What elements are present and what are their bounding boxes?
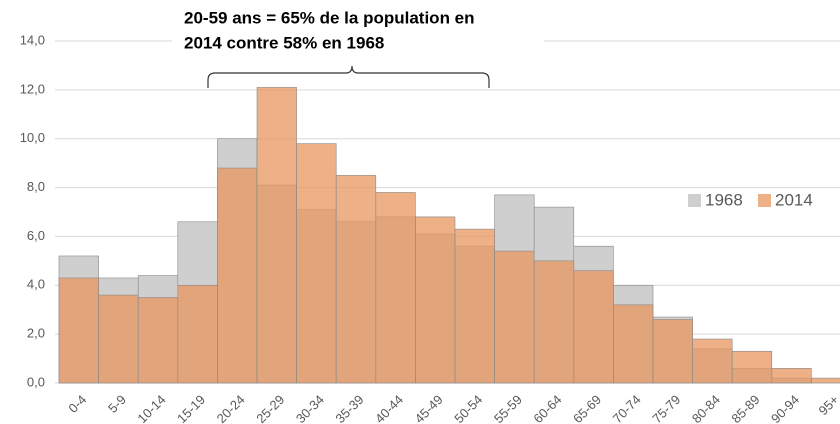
x-tick-label: 85-89: [728, 392, 762, 424]
bar: [811, 377, 840, 384]
bar: [256, 87, 297, 384]
x-tick-label: 0-4: [65, 392, 89, 416]
x-tick-label: 20-24: [214, 392, 248, 424]
y-tick-label: 8,0: [27, 179, 45, 194]
bar: [613, 304, 654, 384]
legend-label: 2014: [775, 190, 813, 209]
x-tick-label: 40-44: [372, 392, 406, 424]
bar: [98, 294, 139, 384]
bar: [652, 319, 693, 384]
y-tick-label: 14,0: [20, 32, 45, 47]
x-tick-label: 95+: [816, 392, 840, 418]
x-tick-label: 60-64: [530, 392, 564, 424]
y-tick-label: 0,0: [27, 374, 45, 389]
legend-swatch: [688, 194, 701, 207]
bar: [177, 284, 218, 384]
bar: [335, 175, 377, 384]
x-tick-label: 80-84: [689, 392, 723, 424]
x-tick-label: 90-94: [768, 392, 802, 424]
bar: [771, 368, 812, 384]
bar: [375, 192, 416, 384]
x-tick-label: 10-14: [134, 392, 168, 424]
y-tick-label: 10,0: [20, 130, 45, 145]
bar: [533, 260, 575, 384]
x-tick-label: 15-19: [174, 392, 208, 424]
x-tick-label: 25-29: [253, 392, 287, 424]
x-tick-label: 45-49: [412, 392, 446, 424]
x-tick-label: 70-74: [610, 392, 644, 424]
x-tick-label: 50-54: [451, 392, 485, 424]
annotation-bg: [172, 5, 544, 60]
x-tick-label: 35-39: [332, 392, 366, 424]
y-tick-label: 2,0: [27, 326, 45, 341]
y-tick-label: 6,0: [27, 228, 45, 243]
bar: [494, 250, 535, 384]
x-tick-label: 30-34: [293, 392, 327, 424]
annotation: 2014 contre 58% en 1968: [184, 33, 384, 52]
y-tick-label: 12,0: [20, 81, 45, 96]
brace: [207, 65, 490, 88]
bar: [692, 338, 733, 384]
bar: [217, 167, 258, 384]
bar: [58, 277, 99, 384]
bar: [731, 350, 773, 384]
y-tick-label: 4,0: [27, 277, 45, 292]
bar: [454, 228, 495, 384]
bar: [296, 143, 337, 384]
x-tick-label: 55-59: [491, 392, 525, 424]
legend-label: 1968: [705, 190, 743, 209]
bar: [573, 270, 614, 384]
bar: [137, 297, 179, 384]
annotation: 20-59 ans = 65% de la population en: [184, 8, 475, 27]
bar: [415, 216, 456, 384]
x-tick-label: 5-9: [105, 392, 129, 416]
x-tick-label: 65-69: [570, 392, 604, 424]
x-tick-label: 75-79: [649, 392, 683, 424]
plot: 0,0 2,0 4,0 6,0 8,0 10,0 12,0 14,0 0-4 5-9 10-14 15…: [20, 5, 840, 424]
legend-swatch: [758, 194, 771, 207]
